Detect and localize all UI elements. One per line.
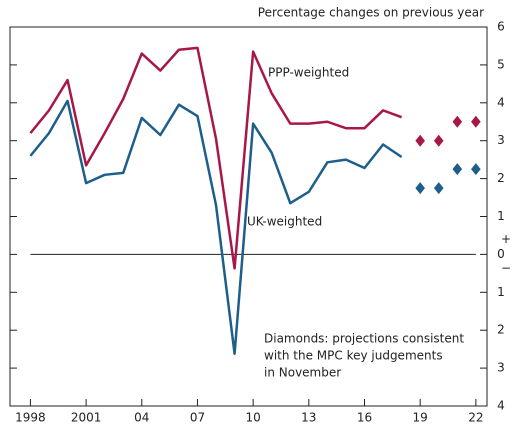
y-tick-label: 3	[497, 133, 505, 147]
projection-diamond	[433, 182, 444, 195]
series-line	[29, 99, 403, 355]
sign-minus: −	[501, 261, 511, 275]
series-label: UK-weighted	[247, 215, 322, 229]
y-tick-label: 5	[497, 57, 505, 71]
projection-diamond	[471, 163, 481, 176]
y-tick-label: 0	[497, 247, 505, 261]
projection-diamond	[415, 182, 425, 195]
sign-plus: +	[501, 232, 511, 246]
x-tick-label: 1998	[15, 411, 46, 425]
x-tick-label: 13	[301, 411, 316, 425]
y-tick-label: 3	[497, 361, 505, 375]
y-tick-label: 1	[497, 285, 505, 299]
subtitle: Percentage changes on previous year	[258, 6, 484, 20]
y-tick-label: 2	[497, 323, 505, 337]
y-tick-label: 6	[497, 20, 505, 34]
annotation: Diamonds: projections consistent	[264, 332, 464, 346]
projection-diamond	[452, 115, 463, 128]
projection-diamond	[433, 134, 444, 147]
x-tick-label: 10	[245, 411, 260, 425]
annotation: with the MPC key judgements	[264, 349, 443, 363]
x-tick-label: 07	[190, 411, 205, 425]
x-tick-label: 04	[134, 411, 149, 425]
y-tick-label: 4	[497, 399, 505, 413]
y-tick-label: 4	[497, 95, 505, 109]
x-tick-label: 22	[468, 411, 483, 425]
y-tick-label: 2	[497, 171, 505, 185]
x-tick-label: 2001	[71, 411, 102, 425]
annotation: in November	[264, 366, 341, 380]
projection-diamond	[415, 134, 425, 147]
series-line	[29, 46, 403, 270]
projection-diamond	[471, 115, 481, 128]
x-tick-label: 16	[357, 411, 372, 425]
series-label: PPP-weighted	[268, 66, 349, 80]
y-tick-label: 1	[497, 209, 505, 223]
x-tick-label: 19	[413, 411, 428, 425]
projection-diamond	[452, 163, 463, 176]
